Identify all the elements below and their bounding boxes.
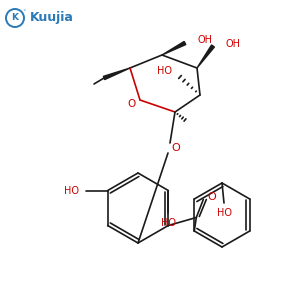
Text: Kuujia: Kuujia (30, 11, 74, 25)
Text: O: O (128, 99, 136, 109)
Text: O: O (172, 143, 180, 153)
Text: K: K (11, 14, 19, 22)
Text: HO: HO (157, 66, 172, 76)
Text: OH: OH (226, 39, 241, 49)
Polygon shape (103, 68, 130, 80)
Polygon shape (197, 45, 214, 68)
Text: °: ° (22, 10, 26, 14)
Text: OH: OH (197, 35, 212, 45)
Text: HO: HO (161, 218, 176, 227)
Text: HO: HO (64, 185, 79, 196)
Polygon shape (162, 41, 186, 55)
Text: HO: HO (217, 208, 232, 218)
Text: O: O (207, 193, 216, 202)
